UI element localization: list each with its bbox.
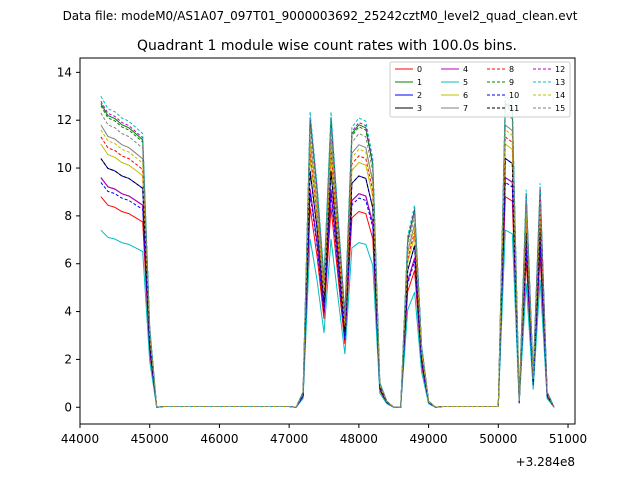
x-tick-label: 50000: [479, 432, 517, 446]
y-tick-label: 0: [64, 400, 72, 414]
series-line-14: [100, 128, 555, 408]
x-tick-label: 47000: [270, 432, 308, 446]
y-tick-label: 4: [64, 305, 72, 319]
x-tick-label: 48000: [340, 432, 378, 446]
series-line-8: [100, 135, 555, 408]
y-tick-label: 12: [57, 113, 72, 127]
y-tick-label: 10: [57, 161, 72, 175]
legend-label-4: 4: [463, 65, 468, 74]
x-tick-label: 51000: [549, 432, 587, 446]
axes-frame: [79, 57, 576, 425]
x-tick-label: 46000: [200, 432, 238, 446]
chart-title: Quadrant 1 module wise count rates with …: [137, 38, 517, 54]
legend-label-8: 8: [509, 65, 514, 74]
x-tick-label: 49000: [409, 432, 447, 446]
y-tick-label: 8: [64, 209, 72, 223]
legend-label-7: 7: [463, 104, 468, 113]
legend-label-11: 11: [509, 104, 519, 113]
legend-label-5: 5: [463, 78, 468, 87]
legend-label-10: 10: [509, 91, 519, 100]
x-tick-label: 45000: [131, 432, 169, 446]
series-layer: [100, 95, 555, 408]
legend-label-0: 0: [417, 65, 422, 74]
legend-label-1: 1: [417, 78, 422, 87]
y-tick-label: 6: [64, 257, 72, 271]
legend-label-6: 6: [463, 91, 468, 100]
y-tick-label: 14: [57, 65, 72, 79]
x-offset-label: +3.284e8: [516, 455, 575, 469]
legend-label-13: 13: [555, 78, 565, 87]
y-tick-label: 2: [64, 352, 72, 366]
legend-label-14: 14: [555, 91, 565, 100]
legend-label-2: 2: [417, 91, 422, 100]
axis-layer: 44000 45000 46000 47000 48000 49000 50000 51000…: [57, 65, 587, 446]
legend-label-12: 12: [555, 65, 565, 74]
x-tick-label: 44000: [61, 432, 99, 446]
legend-label-9: 9: [509, 78, 514, 87]
legend-label-3: 3: [417, 104, 422, 113]
chart-suptitle: Data file: modeM0/AS1A07_097T01_90000036…: [63, 9, 578, 23]
legend-label-15: 15: [555, 104, 565, 113]
series-line-15: [100, 111, 555, 408]
legend-box: [389, 61, 571, 118]
